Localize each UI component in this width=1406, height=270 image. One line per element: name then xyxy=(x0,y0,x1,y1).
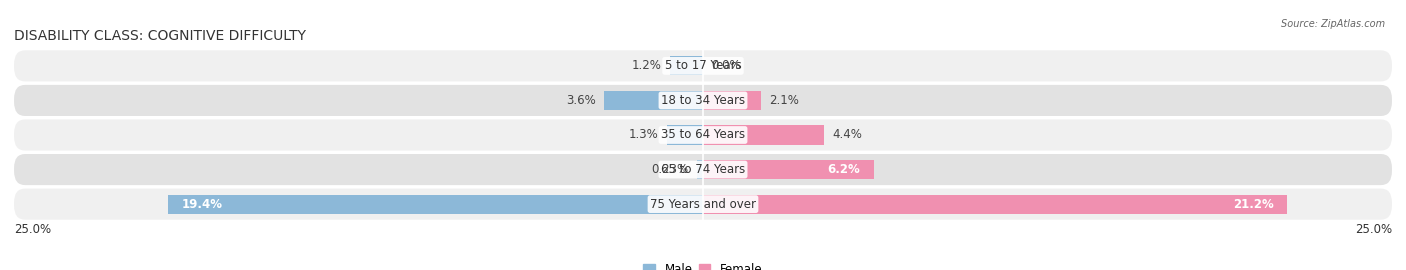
Text: 2.1%: 2.1% xyxy=(769,94,799,107)
Text: 65 to 74 Years: 65 to 74 Years xyxy=(661,163,745,176)
Text: 25.0%: 25.0% xyxy=(1355,223,1392,236)
Bar xyxy=(696,160,703,179)
Text: 75 Years and over: 75 Years and over xyxy=(650,198,756,211)
Text: Source: ZipAtlas.com: Source: ZipAtlas.com xyxy=(1281,19,1385,29)
Bar xyxy=(668,126,703,144)
Text: 6.2%: 6.2% xyxy=(827,163,860,176)
FancyBboxPatch shape xyxy=(14,50,1392,82)
Bar xyxy=(169,195,703,214)
Bar xyxy=(703,91,761,110)
Text: 18 to 34 Years: 18 to 34 Years xyxy=(661,94,745,107)
Text: 19.4%: 19.4% xyxy=(183,198,224,211)
FancyBboxPatch shape xyxy=(14,85,1392,116)
Bar xyxy=(703,160,875,179)
Text: 4.4%: 4.4% xyxy=(832,129,862,141)
Text: 35 to 64 Years: 35 to 64 Years xyxy=(661,129,745,141)
Text: 21.2%: 21.2% xyxy=(1233,198,1274,211)
Bar xyxy=(703,195,1288,214)
Bar xyxy=(669,56,703,75)
Text: 1.2%: 1.2% xyxy=(631,59,662,72)
Text: 5 to 17 Years: 5 to 17 Years xyxy=(665,59,741,72)
Bar xyxy=(703,126,824,144)
Text: 0.23%: 0.23% xyxy=(651,163,689,176)
Legend: Male, Female: Male, Female xyxy=(638,259,768,270)
Text: 0.0%: 0.0% xyxy=(711,59,741,72)
FancyBboxPatch shape xyxy=(14,119,1392,151)
Bar xyxy=(603,91,703,110)
FancyBboxPatch shape xyxy=(14,188,1392,220)
Text: 25.0%: 25.0% xyxy=(14,223,51,236)
Text: DISABILITY CLASS: COGNITIVE DIFFICULTY: DISABILITY CLASS: COGNITIVE DIFFICULTY xyxy=(14,29,307,43)
Text: 3.6%: 3.6% xyxy=(565,94,596,107)
Text: 1.3%: 1.3% xyxy=(628,129,659,141)
FancyBboxPatch shape xyxy=(14,154,1392,185)
